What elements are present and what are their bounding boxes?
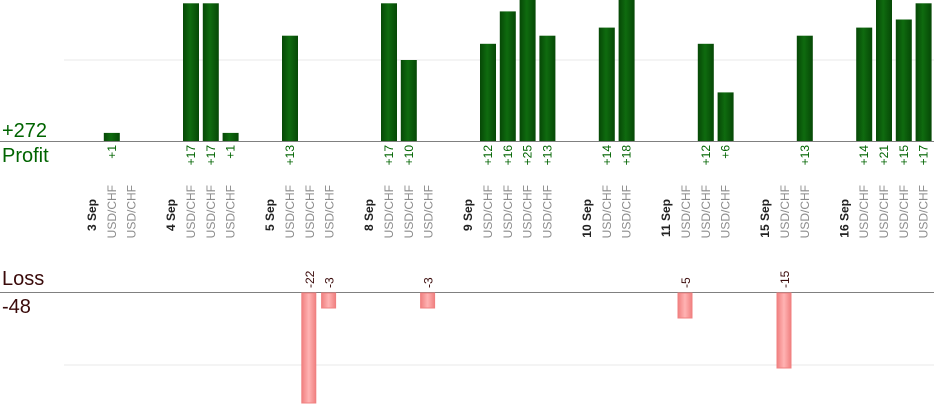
profit-bar <box>222 132 239 141</box>
profit-bar <box>183 3 199 141</box>
profit-value-label: +12 <box>699 145 713 166</box>
pair-label: USD/CHF <box>382 185 396 238</box>
date-label: 11 Sep <box>659 199 673 237</box>
profit-bar <box>202 3 219 141</box>
pair-label: USD/CHF <box>481 185 495 238</box>
profit-bar <box>796 35 813 142</box>
pair-label: USD/CHF <box>540 185 554 238</box>
profit-value-label: +17 <box>382 145 396 166</box>
pair-label: USD/CHF <box>917 185 931 238</box>
loss-total: -48 <box>2 296 31 318</box>
profit-bar <box>856 27 873 142</box>
loss-bar <box>321 292 337 309</box>
profit-bar <box>618 0 635 141</box>
date-label: 10 Sep <box>580 199 594 238</box>
pair-label: USD/CHF <box>184 185 198 238</box>
pair-label: USD/CHF <box>877 185 891 238</box>
loss-bar <box>776 292 792 369</box>
profit-value-label: +6 <box>719 145 733 159</box>
pair-label: USD/CHF <box>897 185 911 238</box>
pair-label: USD/CHF <box>204 185 218 238</box>
pair-label: USD/CHF <box>600 185 614 238</box>
profit-value-label: +25 <box>521 145 535 166</box>
profit-bar <box>539 35 556 142</box>
profit-value-label: +17 <box>184 145 198 166</box>
pair-label: USD/CHF <box>105 185 119 238</box>
loss-value-label: -5 <box>679 277 693 288</box>
loss-bar <box>301 292 317 404</box>
pair-label: USD/CHF <box>798 185 812 238</box>
loss-value-label: -15 <box>778 270 792 288</box>
profit-value-label: +16 <box>501 145 515 166</box>
profit-bar <box>282 35 298 142</box>
profit-value-label: +17 <box>204 145 218 166</box>
profit-value-label: +17 <box>917 145 931 166</box>
pair-label: USD/CHF <box>303 185 317 238</box>
profit-bar <box>717 92 734 141</box>
date-label: 9 Sep <box>461 199 475 231</box>
loss-bar <box>420 292 436 309</box>
pair-label: USD/CHF <box>719 185 733 238</box>
loss-value-label: -3 <box>422 277 436 288</box>
profit-bar <box>598 27 615 142</box>
pair-label: USD/CHF <box>323 185 337 238</box>
profit-value-label: +13 <box>283 145 297 166</box>
pair-label: USD/CHF <box>501 185 515 238</box>
profit-bar <box>103 132 120 141</box>
profit-value-label: +1 <box>105 145 119 159</box>
pair-label: USD/CHF <box>224 185 238 238</box>
profit-total: +272 <box>2 120 48 142</box>
profit-bar <box>876 0 892 141</box>
profit-value-label: +13 <box>540 145 554 166</box>
date-label: 3 Sep <box>85 199 99 231</box>
pair-label: USD/CHF <box>422 185 436 238</box>
date-label: 15 Sep <box>758 199 772 238</box>
date-label: 8 Sep <box>362 199 376 231</box>
profit-label: Profit <box>2 145 49 167</box>
pair-label: USD/CHF <box>283 185 297 238</box>
profit-bar <box>519 0 536 141</box>
loss-bar <box>677 292 693 319</box>
profit-value-label: +18 <box>620 145 634 166</box>
loss-label: Loss <box>2 268 45 290</box>
date-label: 4 Sep <box>164 199 178 231</box>
profit-bar <box>915 3 932 141</box>
pair-label: USD/CHF <box>778 185 792 238</box>
profit-value-label: +1 <box>224 145 238 159</box>
pair-label: USD/CHF <box>620 185 634 238</box>
pair-label: USD/CHF <box>521 185 535 238</box>
profit-value-label: +13 <box>798 145 812 166</box>
profit-value-label: +15 <box>897 145 911 166</box>
profit-bar <box>499 11 516 142</box>
profit-value-label: +14 <box>857 145 871 166</box>
loss-value-label: -22 <box>303 270 317 288</box>
date-label: 5 Sep <box>263 199 277 231</box>
date-label: 16 Sep <box>837 199 851 238</box>
pair-label: USD/CHF <box>125 185 139 238</box>
profit-bar <box>697 43 714 141</box>
pair-label: USD/CHF <box>699 185 713 238</box>
profit-value-label: +21 <box>877 145 891 166</box>
profit-bar <box>480 43 496 141</box>
profit-value-label: +10 <box>402 145 416 166</box>
pair-label: USD/CHF <box>679 185 693 238</box>
profit-value-label: +12 <box>481 145 495 166</box>
profit-bar <box>381 3 397 141</box>
profit-bar <box>895 19 912 141</box>
loss-value-label: -3 <box>323 277 337 288</box>
pair-label: USD/CHF <box>857 185 871 238</box>
profit-bar <box>400 60 417 141</box>
pair-label: USD/CHF <box>402 185 416 238</box>
profit-value-label: +14 <box>600 145 614 166</box>
